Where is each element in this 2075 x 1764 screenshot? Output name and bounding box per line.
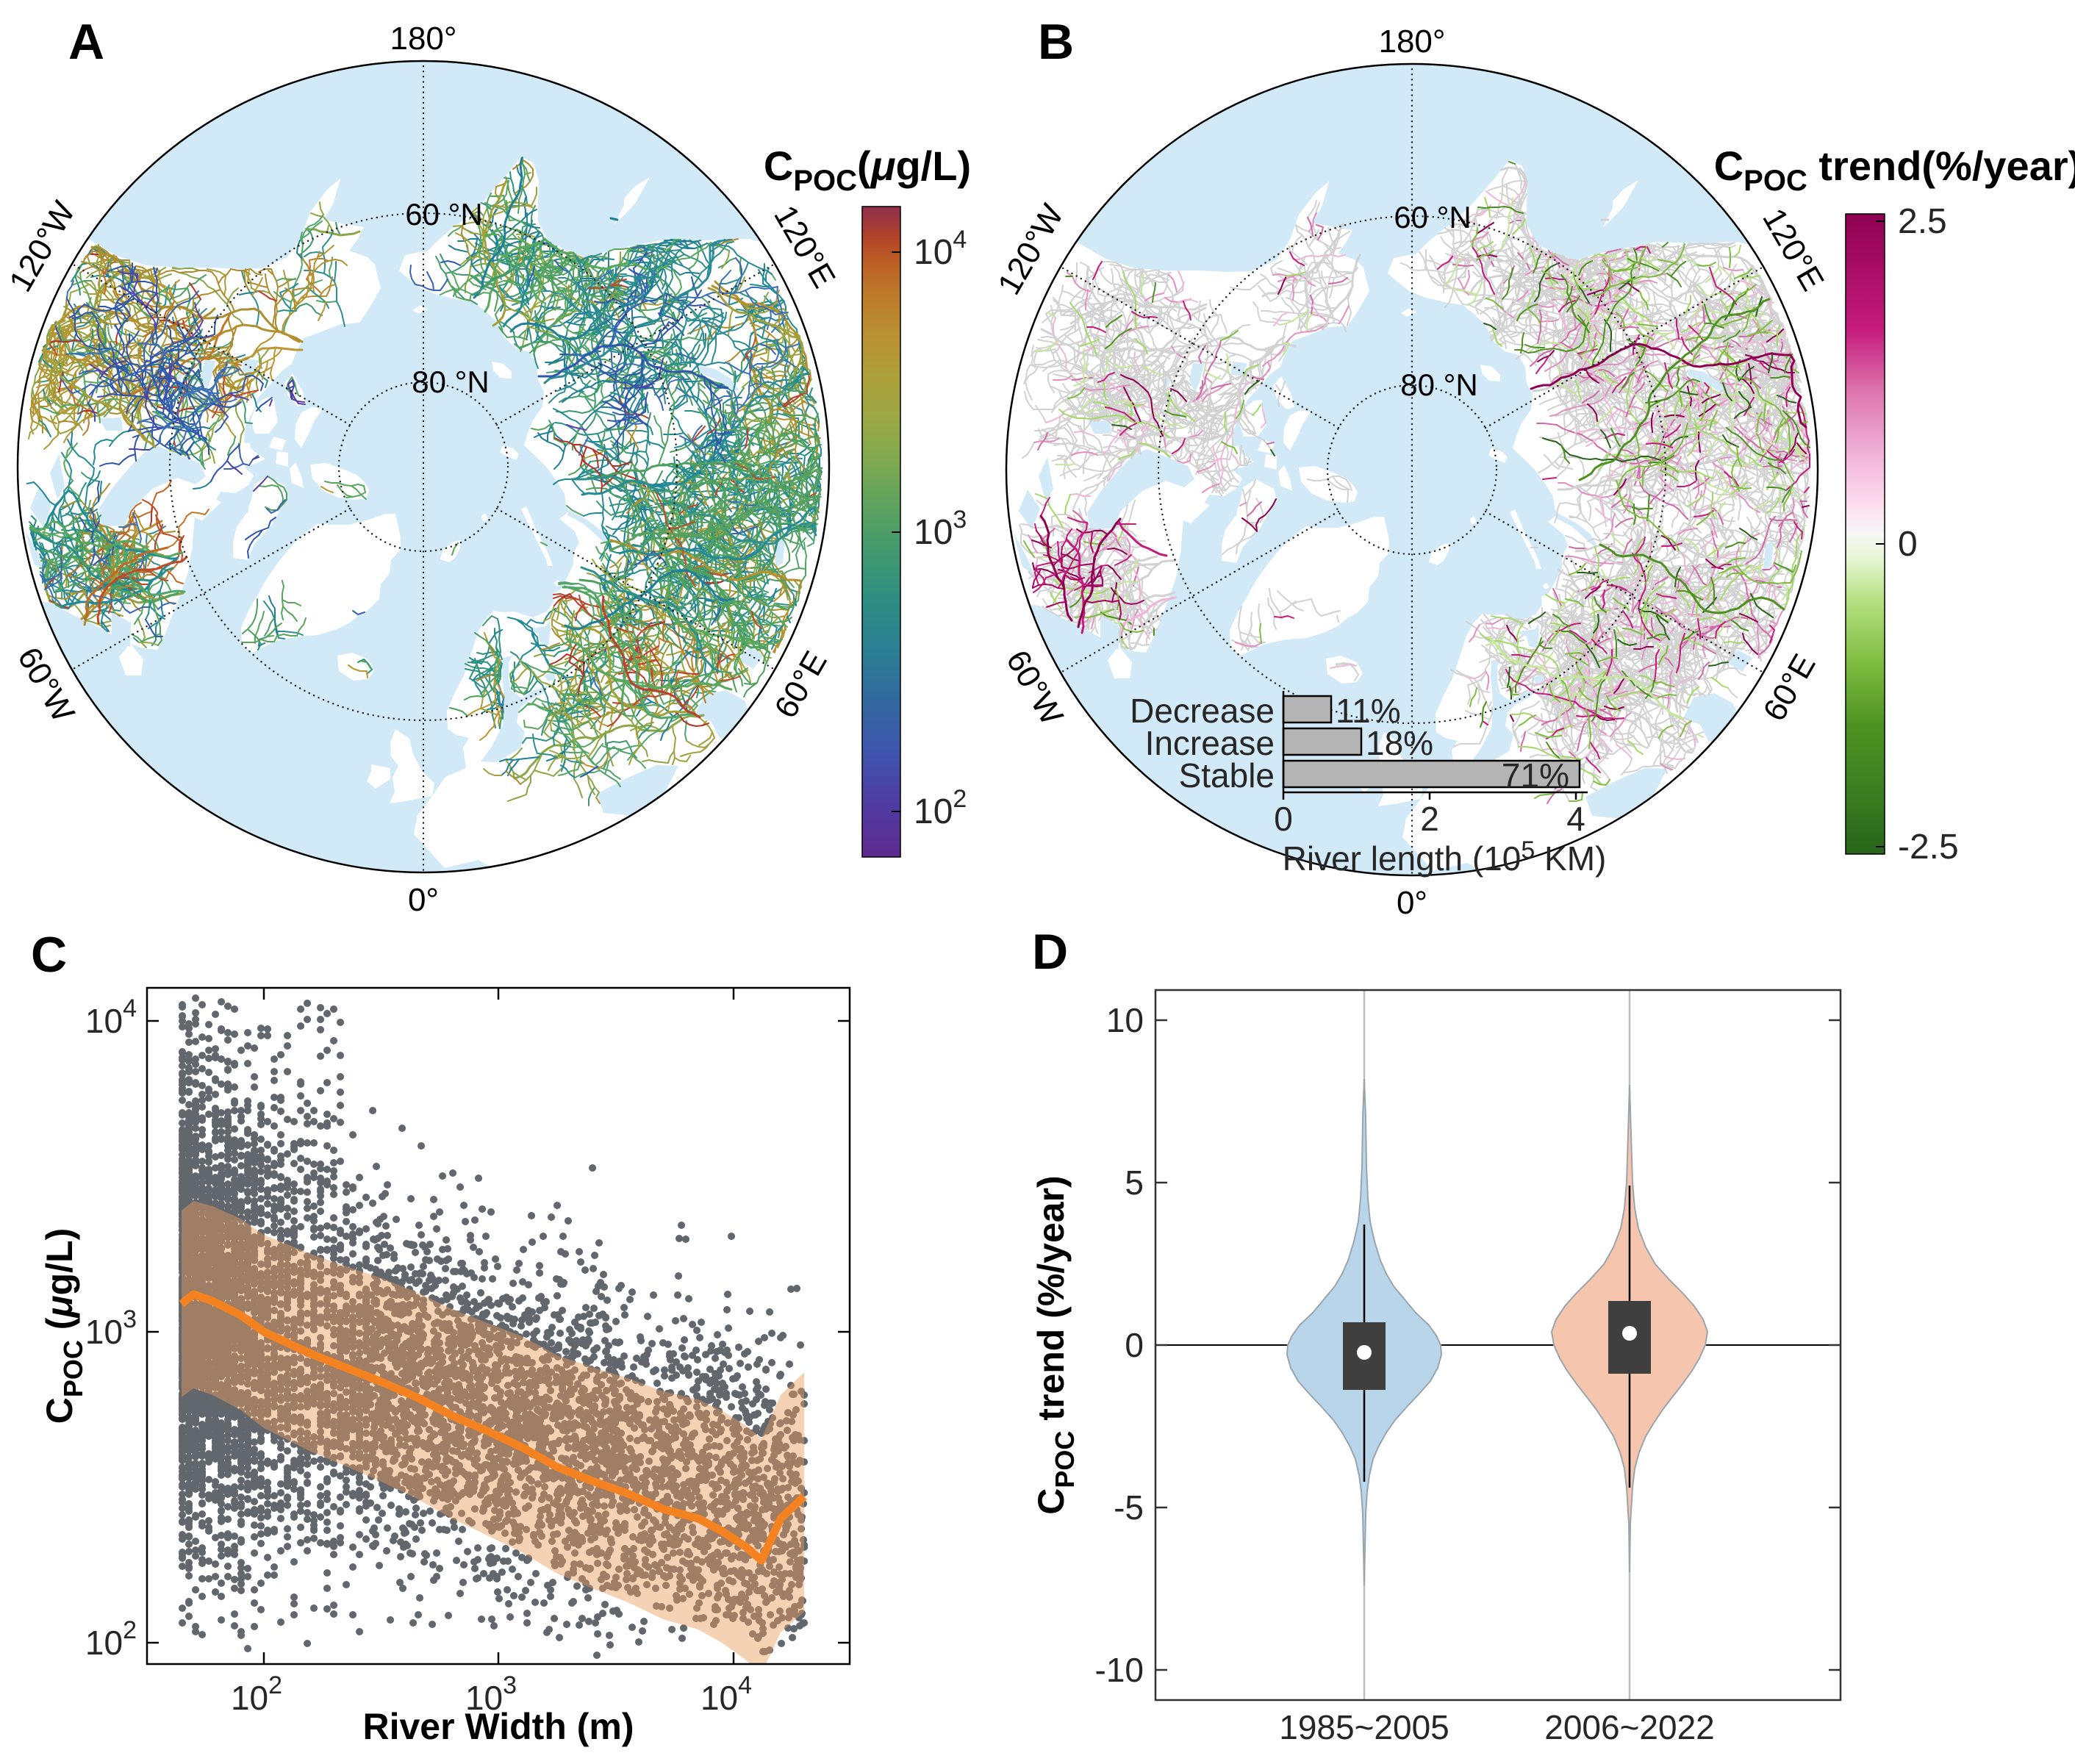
svg-text:180°: 180°	[1378, 24, 1445, 60]
svg-text:2: 2	[1420, 800, 1439, 838]
svg-text:0°: 0°	[408, 882, 439, 918]
svg-text:Increase: Increase	[1145, 724, 1275, 762]
svg-text:102: 102	[914, 785, 967, 831]
svg-text:103: 103	[465, 1671, 517, 1717]
svg-text:180°: 180°	[390, 21, 456, 57]
svg-text:103: 103	[914, 506, 967, 552]
svg-text:80 °N: 80 °N	[412, 365, 490, 399]
svg-text:-10: -10	[1095, 1651, 1144, 1689]
svg-text:A: A	[68, 14, 104, 70]
svg-text:0: 0	[1898, 525, 1918, 564]
svg-text:1985~2005: 1985~2005	[1279, 1708, 1449, 1746]
svg-text:C: C	[31, 927, 67, 983]
svg-text:60 °N: 60 °N	[405, 197, 483, 232]
svg-text:CPOC(μg/L): CPOC(μg/L)	[764, 143, 971, 197]
svg-text:Decrease: Decrease	[1130, 692, 1275, 730]
svg-text:0: 0	[1125, 1326, 1144, 1364]
svg-text:Stable: Stable	[1179, 756, 1275, 795]
svg-text:18%: 18%	[1366, 724, 1433, 762]
svg-text:-2.5: -2.5	[1898, 828, 1959, 867]
svg-text:B: B	[1038, 14, 1074, 70]
svg-text:2006~2022: 2006~2022	[1544, 1708, 1715, 1746]
svg-text:104: 104	[85, 994, 137, 1040]
svg-text:0: 0	[1274, 800, 1293, 838]
svg-text:11%: 11%	[1336, 692, 1401, 730]
svg-text:0°: 0°	[1397, 885, 1427, 921]
svg-text:2.5: 2.5	[1898, 202, 1947, 241]
svg-text:4: 4	[1566, 800, 1585, 838]
svg-text:River Width (m): River Width (m)	[363, 1706, 634, 1747]
svg-text:80 °N: 80 °N	[1400, 368, 1478, 402]
svg-text:71%: 71%	[1502, 756, 1569, 795]
svg-text:River length (105 KM): River length (105 KM)	[1283, 836, 1607, 878]
svg-text:5: 5	[1125, 1164, 1144, 1202]
svg-text:10: 10	[1106, 1001, 1144, 1039]
svg-text:60 °N: 60 °N	[1394, 200, 1472, 234]
svg-text:D: D	[1032, 924, 1068, 980]
svg-text:-5: -5	[1114, 1488, 1144, 1527]
